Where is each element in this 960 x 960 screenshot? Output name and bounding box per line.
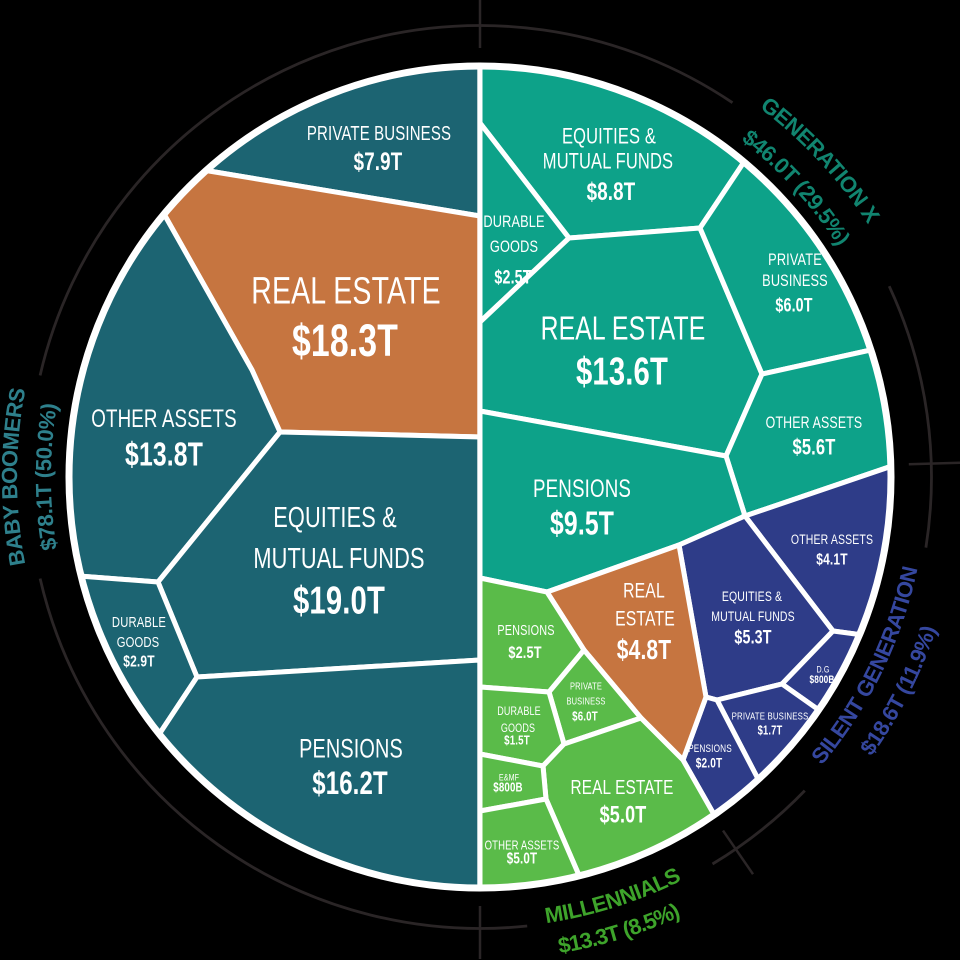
svg-text:REAL ESTATE: REAL ESTATE — [251, 270, 441, 312]
svg-text:$2.9T: $2.9T — [123, 652, 155, 670]
svg-text:D.G: D.G — [816, 663, 829, 674]
svg-text:$16.2T: $16.2T — [312, 765, 388, 801]
svg-text:PRIVATE BUSINESS: PRIVATE BUSINESS — [732, 711, 809, 722]
svg-text:$1.5T: $1.5T — [504, 734, 530, 748]
svg-text:PRIVATE: PRIVATE — [768, 250, 822, 269]
svg-text:$800B: $800B — [809, 674, 834, 686]
svg-text:EQUITIES &: EQUITIES & — [722, 588, 783, 604]
svg-text:$5.0T: $5.0T — [507, 850, 538, 867]
svg-text:OTHER ASSETS: OTHER ASSETS — [485, 839, 560, 853]
svg-text:$800B: $800B — [493, 781, 522, 795]
svg-text:REAL ESTATE: REAL ESTATE — [571, 776, 674, 799]
svg-text:EQUITIES &: EQUITIES & — [562, 124, 656, 149]
svg-text:E&MF: E&MF — [499, 771, 519, 782]
svg-text:REAL ESTATE: REAL ESTATE — [541, 311, 706, 347]
svg-text:OTHER ASSETS: OTHER ASSETS — [91, 404, 236, 432]
svg-text:MUTUAL FUNDS: MUTUAL FUNDS — [711, 608, 795, 624]
svg-text:PENSIONS: PENSIONS — [688, 743, 732, 755]
svg-text:PRIVATE BUSINESS: PRIVATE BUSINESS — [307, 122, 451, 145]
svg-text:MUTUAL FUNDS: MUTUAL FUNDS — [253, 543, 424, 575]
svg-text:DURABLE: DURABLE — [497, 705, 541, 719]
svg-text:OTHER ASSETS: OTHER ASSETS — [766, 414, 863, 432]
svg-text:$5.6T: $5.6T — [793, 435, 836, 460]
svg-text:ESTATE: ESTATE — [615, 606, 675, 630]
svg-text:$8.8T: $8.8T — [587, 177, 636, 205]
svg-text:OTHER ASSETS: OTHER ASSETS — [791, 531, 873, 547]
svg-text:$78.1T (50.0%): $78.1T (50.0%) — [31, 402, 62, 553]
svg-text:$7.9T: $7.9T — [354, 147, 403, 175]
svg-text:PRIVATE: PRIVATE — [570, 680, 602, 691]
svg-text:$5.3T: $5.3T — [734, 627, 772, 648]
svg-text:REAL: REAL — [623, 578, 665, 602]
svg-text:$13.6T: $13.6T — [576, 351, 668, 394]
svg-text:DURABLE: DURABLE — [112, 614, 166, 631]
svg-text:$2.0T: $2.0T — [696, 755, 723, 771]
svg-text:$6.0T: $6.0T — [572, 710, 598, 724]
svg-text:$18.3T: $18.3T — [292, 316, 398, 366]
svg-text:PENSIONS: PENSIONS — [533, 474, 631, 502]
svg-text:GOODS: GOODS — [490, 237, 538, 256]
svg-text:GOODS: GOODS — [501, 722, 535, 736]
svg-text:$2.5T: $2.5T — [508, 643, 542, 662]
svg-text:EQUITIES &: EQUITIES & — [273, 502, 397, 534]
svg-text:$19.0T: $19.0T — [293, 580, 385, 623]
svg-text:PENSIONS: PENSIONS — [497, 622, 554, 639]
svg-text:BABY BOOMERS: BABY BOOMERS — [0, 386, 30, 568]
svg-text:$1.7T: $1.7T — [758, 724, 783, 738]
svg-text:$5.0T: $5.0T — [600, 802, 647, 828]
svg-text:GOODS: GOODS — [117, 634, 160, 651]
svg-text:BUSINESS: BUSINESS — [762, 271, 828, 290]
svg-text:PENSIONS: PENSIONS — [299, 734, 403, 763]
svg-text:$6.0T: $6.0T — [775, 295, 813, 316]
svg-text:DURABLE: DURABLE — [483, 212, 544, 231]
svg-text:MUTUAL FUNDS: MUTUAL FUNDS — [543, 149, 673, 174]
svg-text:$9.5T: $9.5T — [550, 506, 614, 542]
svg-text:$2.5T: $2.5T — [494, 267, 532, 288]
svg-text:$13.8T: $13.8T — [125, 437, 203, 473]
svg-text:$4.1T: $4.1T — [816, 550, 848, 568]
svg-text:BUSINESS: BUSINESS — [566, 695, 605, 706]
svg-text:$4.8T: $4.8T — [617, 635, 671, 666]
